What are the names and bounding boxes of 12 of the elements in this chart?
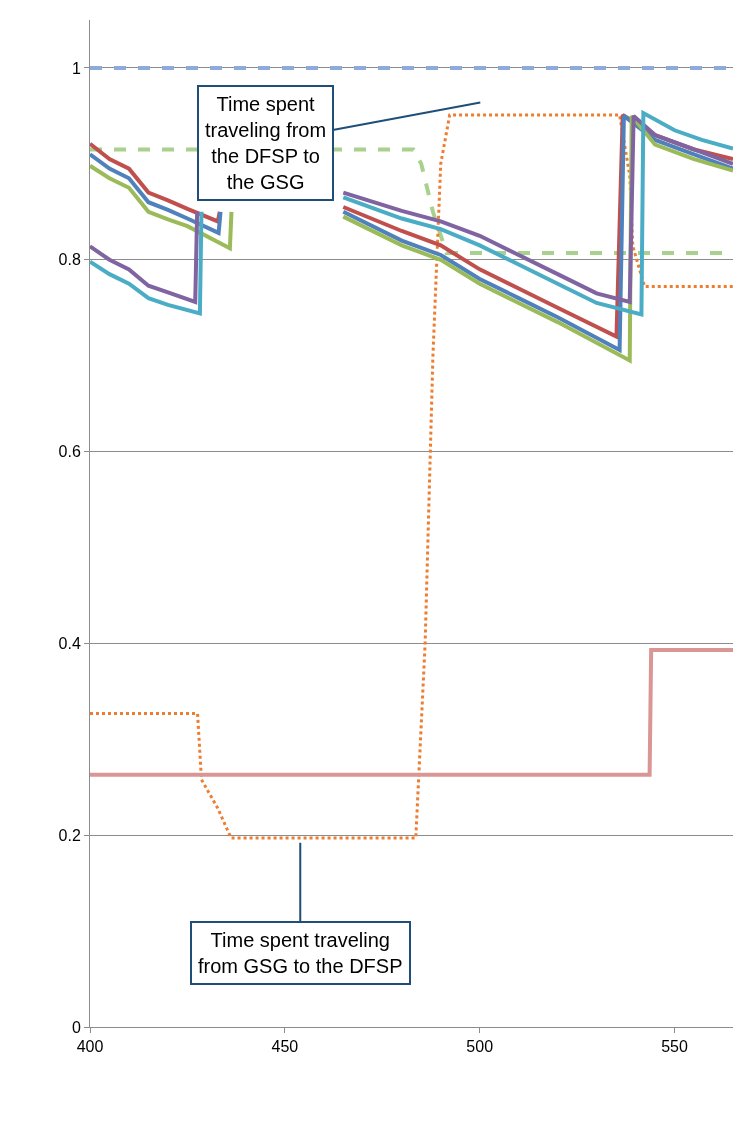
y-tick-label: 0.8 [58, 251, 81, 269]
x-tick-label: 450 [271, 1038, 299, 1056]
y-tick-label: 1 [71, 59, 81, 77]
y-tick-label: 0.4 [58, 634, 81, 652]
x-tick-label: 550 [661, 1038, 688, 1056]
y-tick-label: 0 [71, 1018, 81, 1036]
annotation: Time spent traveling from the DFSP to the GSG [205, 93, 327, 193]
annotation: Time spent traveling from GSG to the DFSP [198, 929, 403, 977]
y-tick-label: 0.6 [58, 443, 81, 461]
x-tick-label: 400 [76, 1038, 104, 1056]
x-tick-label: 500 [466, 1038, 494, 1056]
y-tick-label: 0.2 [58, 826, 81, 844]
